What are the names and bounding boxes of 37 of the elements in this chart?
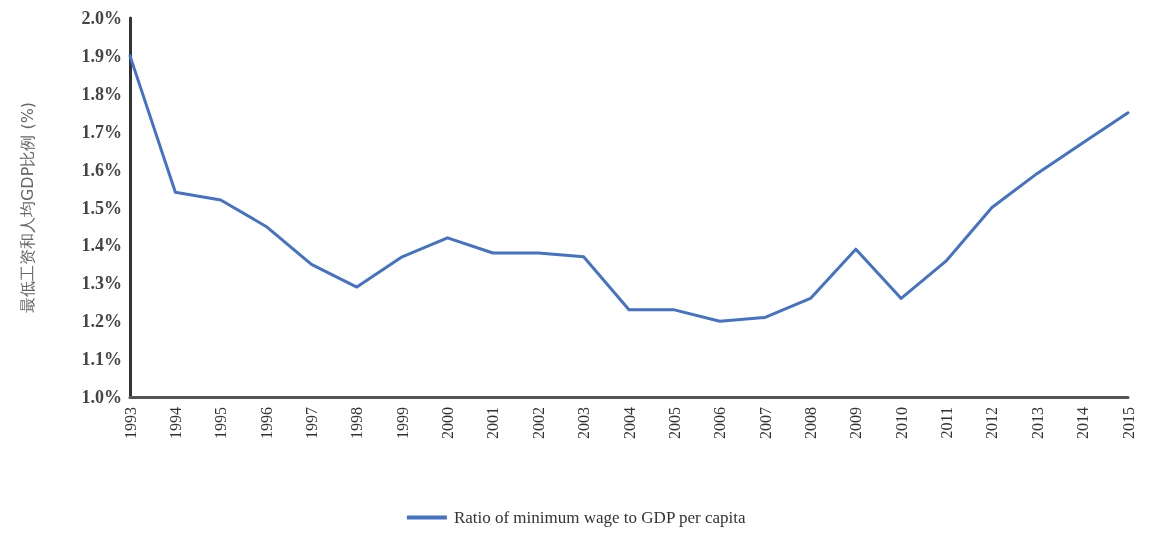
- x-tick-label: 2009: [847, 407, 865, 439]
- legend-label: Ratio of minimum wage to GDP per capita: [453, 508, 746, 527]
- x-tick-label: 1995: [212, 407, 230, 439]
- x-tick-label: 1996: [257, 407, 275, 439]
- x-tick-label: 2010: [892, 407, 910, 439]
- y-tick-label: 1.9%: [81, 45, 122, 66]
- y-tick-label: 1.4%: [81, 235, 122, 256]
- y-tick-label: 1.0%: [81, 387, 122, 407]
- x-tick-label: 2005: [665, 407, 683, 439]
- x-tick-label: 2015: [1119, 407, 1137, 439]
- x-tick-label: 2014: [1074, 407, 1092, 439]
- y-tick-label: 1.3%: [81, 273, 122, 294]
- x-tick-label: 1997: [302, 407, 320, 439]
- x-tick-label: 2011: [938, 407, 956, 439]
- line-series: [128, 54, 1130, 323]
- x-tick-label: 2006: [711, 407, 729, 439]
- x-tick-label: 1999: [393, 407, 411, 439]
- y-tick-label: 2.0%: [81, 8, 122, 28]
- x-tick-label: 2004: [620, 407, 638, 439]
- x-tick-label: 2000: [439, 407, 457, 439]
- y-tick-label: 1.5%: [81, 197, 122, 218]
- y-tick-label: 1.2%: [81, 311, 122, 332]
- x-tick-label: 1993: [121, 407, 139, 439]
- y-tick-label: 1.8%: [81, 83, 122, 104]
- x-tick-label: 2012: [983, 407, 1001, 439]
- x-tick-label: 2007: [756, 407, 774, 439]
- y-tick-label: 1.6%: [81, 159, 122, 180]
- x-tick-label: 2013: [1028, 407, 1046, 439]
- x-tick-label: 2002: [529, 407, 547, 439]
- x-tick-label: 2001: [484, 407, 502, 439]
- x-tick-label: 2008: [801, 407, 819, 439]
- x-tick-label: 2003: [575, 407, 593, 439]
- x-tick-label: 1998: [348, 407, 366, 439]
- y-tick-label: 1.1%: [81, 349, 122, 370]
- y-tick-label: 1.7%: [81, 121, 122, 142]
- x-tick-label: 1994: [166, 407, 184, 439]
- y-axis-title: 最低工资和人均GDP比例 (%): [17, 101, 37, 314]
